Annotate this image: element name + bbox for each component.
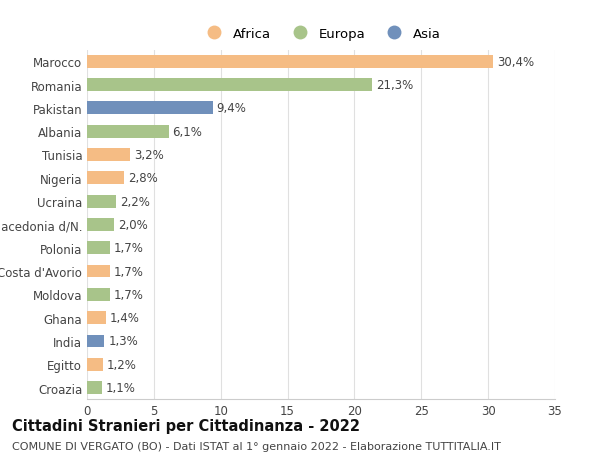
Text: 1,2%: 1,2%: [107, 358, 137, 371]
Legend: Africa, Europa, Asia: Africa, Europa, Asia: [201, 28, 441, 40]
Bar: [87, 172, 124, 185]
Bar: [87, 288, 110, 301]
Text: 1,3%: 1,3%: [109, 335, 138, 347]
Text: Cittadini Stranieri per Cittadinanza - 2022: Cittadini Stranieri per Cittadinanza - 2…: [12, 418, 360, 433]
Bar: [87, 149, 130, 162]
Text: 2,2%: 2,2%: [121, 195, 151, 208]
Bar: [87, 125, 169, 138]
Bar: [87, 265, 110, 278]
Text: COMUNE DI VERGATO (BO) - Dati ISTAT al 1° gennaio 2022 - Elaborazione TUTTITALIA: COMUNE DI VERGATO (BO) - Dati ISTAT al 1…: [12, 441, 501, 451]
Text: 2,0%: 2,0%: [118, 218, 148, 231]
Text: 1,7%: 1,7%: [114, 265, 143, 278]
Bar: [87, 381, 102, 394]
Text: 21,3%: 21,3%: [376, 79, 413, 92]
Bar: [87, 79, 372, 92]
Text: 30,4%: 30,4%: [497, 56, 535, 68]
Bar: [87, 56, 493, 68]
Bar: [87, 102, 212, 115]
Text: 9,4%: 9,4%: [217, 102, 247, 115]
Text: 2,8%: 2,8%: [128, 172, 158, 185]
Text: 1,4%: 1,4%: [110, 312, 140, 325]
Text: 1,7%: 1,7%: [114, 288, 143, 301]
Bar: [87, 242, 110, 255]
Text: 6,1%: 6,1%: [173, 125, 202, 138]
Bar: [87, 218, 114, 231]
Text: 3,2%: 3,2%: [134, 149, 164, 162]
Bar: [87, 335, 104, 347]
Text: 1,1%: 1,1%: [106, 381, 136, 394]
Bar: [87, 195, 116, 208]
Bar: [87, 358, 103, 371]
Bar: [87, 312, 106, 325]
Text: 1,7%: 1,7%: [114, 242, 143, 255]
